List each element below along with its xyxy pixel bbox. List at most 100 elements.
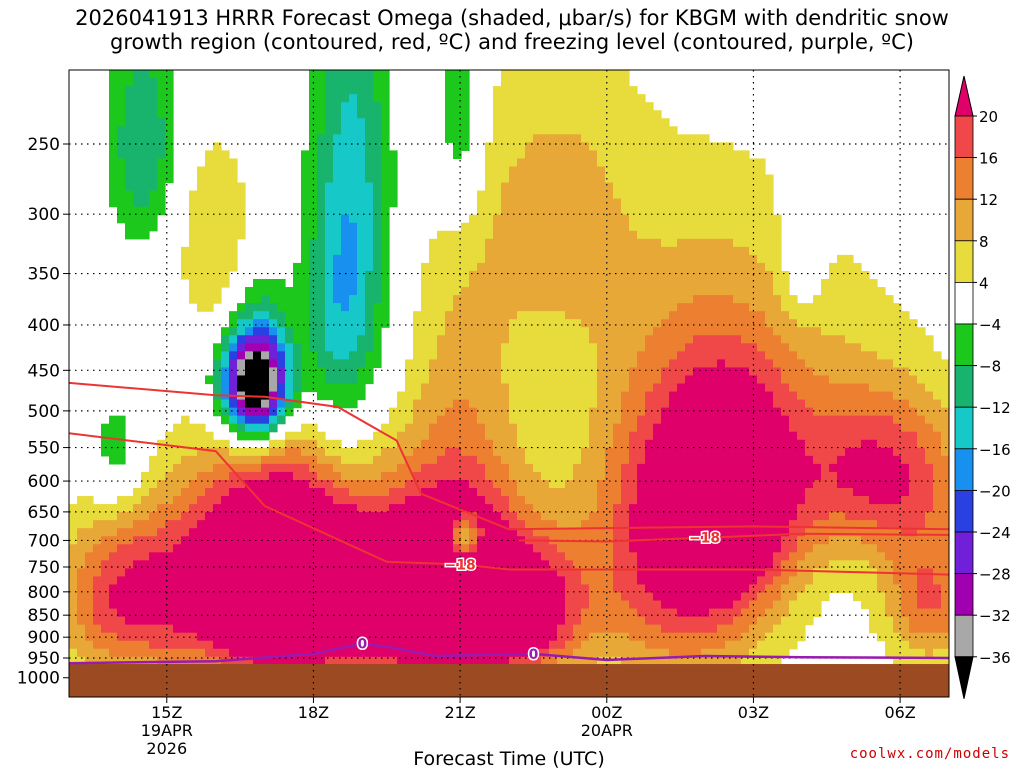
omega-cell <box>653 254 662 264</box>
omega-cell <box>557 351 566 360</box>
omega-cell <box>397 391 406 401</box>
omega-cell <box>741 552 750 561</box>
omega-cell <box>637 560 646 569</box>
omega-cell <box>725 439 734 449</box>
omega-cell <box>893 471 902 481</box>
omega-cell <box>429 375 438 385</box>
omega-cell <box>797 504 806 513</box>
omega-cell <box>485 552 494 561</box>
omega-cell <box>557 343 566 352</box>
omega-cell <box>261 479 270 489</box>
omega-cell <box>885 375 894 385</box>
omega-cell <box>437 576 446 586</box>
omega-cell <box>941 528 949 537</box>
omega-cell <box>333 142 342 151</box>
omega-cell <box>701 351 710 360</box>
omega-cell <box>829 552 838 561</box>
omega-cell <box>389 576 398 586</box>
omega-cell <box>829 439 838 449</box>
omega-cell <box>581 118 590 127</box>
omega-cell <box>253 343 262 352</box>
omega-cell <box>853 463 862 473</box>
omega-cell <box>397 439 406 449</box>
omega-cell <box>357 367 366 377</box>
omega-cell <box>549 110 558 119</box>
omega-cell <box>845 552 854 561</box>
omega-cell <box>765 214 774 224</box>
omega-cell <box>213 254 222 264</box>
omega-cell <box>221 399 230 409</box>
omega-cell <box>741 270 750 280</box>
omega-cell <box>365 142 374 151</box>
omega-cell <box>829 279 838 288</box>
omega-cell <box>213 166 222 176</box>
omega-cell <box>837 447 846 457</box>
omega-cell <box>773 552 782 561</box>
omega-cell <box>637 375 646 385</box>
omega-cell <box>629 206 638 216</box>
omega-cell <box>853 560 862 569</box>
omega-cell <box>453 447 462 457</box>
omega-cell <box>605 214 614 224</box>
omega-cell <box>421 303 430 312</box>
omega-cell <box>901 520 910 529</box>
omega-cell <box>525 455 534 465</box>
omega-cell <box>469 496 478 505</box>
omega-cell <box>341 479 350 489</box>
omega-cell <box>237 560 246 569</box>
omega-cell <box>717 351 726 360</box>
omega-cell <box>581 214 590 224</box>
omega-cell <box>613 174 622 184</box>
omega-cell <box>477 230 486 240</box>
omega-cell <box>381 102 390 111</box>
omega-cell <box>853 262 862 272</box>
omega-cell <box>845 343 854 352</box>
omega-cell <box>925 351 934 360</box>
omega-cell <box>725 303 734 312</box>
omega-cell <box>733 552 742 561</box>
omega-cell <box>709 423 718 433</box>
omega-cell <box>277 391 286 401</box>
omega-cell <box>189 279 198 288</box>
omega-cell <box>525 190 534 200</box>
omega-cell <box>197 528 206 537</box>
omega-cell <box>245 359 254 369</box>
omega-cell <box>893 375 902 385</box>
omega-cell <box>797 319 806 328</box>
omega-cell <box>141 102 150 111</box>
omega-cell <box>645 198 654 208</box>
omega-cell <box>733 311 742 320</box>
omega-cell <box>413 415 422 425</box>
omega-cell <box>717 262 726 272</box>
omega-cell <box>797 391 806 401</box>
omega-cell <box>861 447 870 457</box>
omega-cell <box>693 552 702 561</box>
omega-cell <box>477 206 486 216</box>
omega-cell <box>701 407 710 417</box>
omega-cell <box>525 126 534 135</box>
omega-cell <box>757 287 766 296</box>
omega-cell <box>565 246 574 256</box>
omega-cell <box>461 142 470 151</box>
omega-cell <box>701 391 710 401</box>
omega-cell <box>525 134 534 143</box>
omega-cell <box>509 351 518 360</box>
omega-cell <box>789 327 798 336</box>
omega-cell <box>381 423 390 433</box>
omega-cell <box>461 110 470 119</box>
omega-cell <box>621 295 630 304</box>
omega-cell <box>365 496 374 505</box>
omega-cell <box>645 295 654 304</box>
omega-cell <box>485 576 494 586</box>
omega-cell <box>709 166 718 176</box>
omega-cell <box>125 150 134 160</box>
omega-cell <box>717 415 726 425</box>
omega-cell <box>229 568 238 578</box>
omega-cell <box>293 287 302 296</box>
omega-cell <box>597 359 606 369</box>
omega-cell <box>365 479 374 489</box>
omega-cell <box>789 383 798 393</box>
omega-cell <box>109 439 118 449</box>
omega-cell <box>381 431 390 441</box>
omega-cell <box>813 391 822 401</box>
